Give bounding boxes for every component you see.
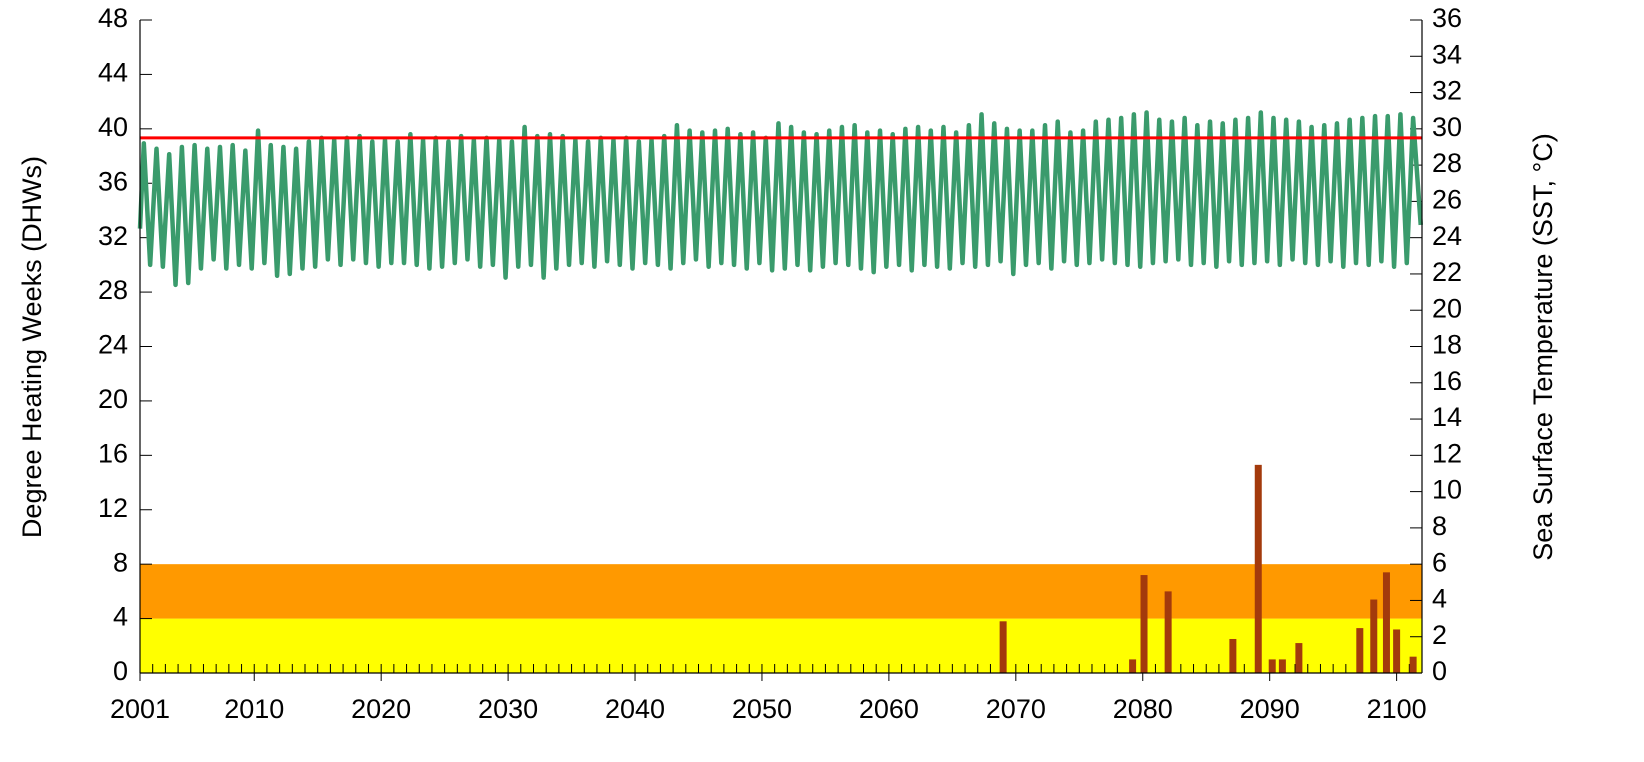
dhw-spike bbox=[1278, 659, 1286, 673]
y2-tick-label: 16 bbox=[1432, 366, 1462, 396]
sst-line bbox=[137, 110, 1423, 288]
y2-tick-label: 22 bbox=[1432, 257, 1462, 287]
dhw-spike bbox=[1229, 638, 1237, 673]
dhw-spike bbox=[1268, 659, 1276, 673]
dhw-spike bbox=[1382, 572, 1390, 673]
dhw-spike bbox=[1356, 628, 1364, 673]
threshold-band bbox=[140, 564, 1422, 619]
x-tick-label: 2020 bbox=[351, 694, 411, 724]
y-axis-title: Degree Heating Weeks (DHWs) bbox=[17, 156, 47, 538]
y2-tick-label: 18 bbox=[1432, 330, 1462, 360]
y-tick-label: 12 bbox=[98, 493, 128, 523]
y2-tick-label: 20 bbox=[1432, 293, 1462, 323]
dhw-spike bbox=[1140, 575, 1148, 673]
x-tick-label: 2030 bbox=[478, 694, 538, 724]
y2-tick-label: 0 bbox=[1432, 656, 1447, 686]
x-tick-label: 2060 bbox=[859, 694, 919, 724]
dhw-spike bbox=[1295, 643, 1303, 673]
y-tick-label: 36 bbox=[98, 166, 128, 196]
y-tick-label: 8 bbox=[113, 547, 128, 577]
dhw-spike bbox=[1129, 659, 1137, 673]
y-tick-label: 44 bbox=[98, 58, 128, 88]
y2-tick-label: 24 bbox=[1432, 221, 1462, 251]
dhw-spike bbox=[1254, 464, 1262, 673]
x-tick-label: 2050 bbox=[732, 694, 792, 724]
y2-tick-label: 10 bbox=[1432, 475, 1462, 505]
dhw-spike bbox=[999, 621, 1007, 673]
y2-tick-label: 34 bbox=[1432, 39, 1462, 69]
y2-tick-label: 30 bbox=[1432, 112, 1462, 142]
x-tick-label: 2010 bbox=[224, 694, 284, 724]
x-tick-label: 2070 bbox=[986, 694, 1046, 724]
y2-tick-label: 14 bbox=[1432, 402, 1462, 432]
y2-tick-label: 26 bbox=[1432, 185, 1462, 215]
x-tick-label: 2001 bbox=[110, 694, 170, 724]
y2-tick-label: 32 bbox=[1432, 76, 1462, 106]
dhw-spike bbox=[1409, 656, 1417, 673]
y2-tick-label: 4 bbox=[1432, 584, 1447, 614]
y2-tick-label: 6 bbox=[1432, 547, 1447, 577]
y-tick-label: 0 bbox=[113, 656, 128, 686]
y-tick-label: 16 bbox=[98, 438, 128, 468]
y2-tick-label: 8 bbox=[1432, 511, 1447, 541]
y2-tick-label: 12 bbox=[1432, 438, 1462, 468]
y-tick-label: 40 bbox=[98, 112, 128, 142]
y2-tick-label: 36 bbox=[1432, 3, 1462, 33]
y2-tick-label: 28 bbox=[1432, 148, 1462, 178]
threshold-band bbox=[140, 618, 1422, 673]
y-tick-label: 32 bbox=[98, 221, 128, 251]
dhw-spike bbox=[1393, 629, 1401, 673]
x-tick-label: 2090 bbox=[1240, 694, 1300, 724]
x-tick-label: 2080 bbox=[1113, 694, 1173, 724]
y2-axis-title: Sea Surface Temperature (SST, °C) bbox=[1528, 133, 1558, 560]
y-tick-label: 28 bbox=[98, 275, 128, 305]
dhw-spike bbox=[1164, 591, 1172, 673]
x-tick-label: 2040 bbox=[605, 694, 665, 724]
y-tick-label: 24 bbox=[98, 330, 128, 360]
dhw-spike bbox=[1370, 599, 1378, 673]
x-tick-label: 2100 bbox=[1367, 694, 1427, 724]
y-tick-label: 4 bbox=[113, 602, 128, 632]
y-tick-label: 48 bbox=[98, 3, 128, 33]
y2-tick-label: 2 bbox=[1432, 620, 1447, 650]
y-tick-label: 20 bbox=[98, 384, 128, 414]
